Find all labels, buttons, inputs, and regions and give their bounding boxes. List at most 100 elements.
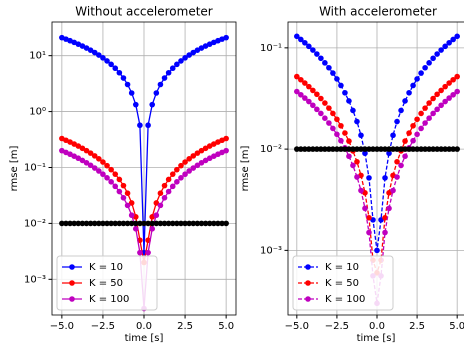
marker — [358, 132, 364, 139]
marker — [169, 171, 176, 177]
chart-title: Without accelerometer — [75, 5, 213, 19]
marker — [318, 55, 324, 62]
marker — [394, 118, 400, 125]
marker — [334, 146, 340, 152]
marker — [116, 69, 123, 76]
marker — [120, 194, 127, 201]
marker — [120, 220, 127, 227]
marker — [145, 249, 151, 256]
marker — [153, 212, 160, 219]
marker — [306, 146, 312, 152]
marker — [112, 65, 119, 72]
marker — [75, 143, 82, 149]
marker — [418, 146, 424, 152]
marker — [374, 146, 380, 152]
marker — [174, 179, 180, 185]
marker — [366, 146, 372, 152]
legend-label: K = 50 — [325, 278, 359, 289]
marker — [310, 87, 316, 94]
x-tick-label: −5.0 — [50, 321, 74, 332]
marker — [418, 70, 424, 76]
marker — [330, 146, 336, 152]
marker — [157, 202, 164, 209]
marker — [362, 146, 368, 152]
marker — [215, 220, 221, 227]
axes-frame — [51, 21, 237, 316]
marker — [174, 220, 180, 227]
marker — [450, 76, 456, 83]
marker — [390, 187, 396, 194]
marker — [294, 73, 300, 80]
marker — [211, 220, 217, 227]
marker — [346, 98, 352, 104]
marker — [326, 146, 332, 152]
marker — [414, 146, 420, 152]
marker — [354, 118, 360, 125]
marker — [342, 130, 348, 136]
marker — [362, 150, 368, 157]
axes-frame — [287, 21, 464, 316]
marker — [178, 162, 184, 169]
marker — [318, 95, 324, 102]
marker — [434, 146, 440, 152]
marker — [194, 162, 201, 169]
marker — [124, 190, 131, 196]
marker — [398, 107, 404, 114]
marker — [186, 156, 192, 162]
marker — [442, 146, 448, 152]
marker — [438, 47, 444, 53]
marker — [100, 55, 106, 61]
marker — [116, 176, 123, 183]
marker — [128, 90, 135, 96]
y-tick-label: 10⁰ — [29, 107, 46, 118]
marker — [182, 171, 188, 178]
marker — [374, 247, 380, 254]
marker — [153, 220, 160, 227]
marker — [426, 146, 432, 152]
marker — [206, 220, 213, 227]
marker — [334, 131, 340, 138]
marker — [318, 146, 324, 152]
x-tick-label: 0.0 — [136, 321, 152, 332]
marker — [128, 200, 135, 206]
legend-label: K = 10 — [89, 262, 123, 273]
marker — [87, 220, 94, 227]
marker — [116, 220, 123, 227]
marker — [190, 49, 197, 56]
marker — [83, 147, 90, 154]
marker — [104, 220, 110, 227]
y-tick-label: 10⁻² — [24, 218, 46, 229]
marker — [358, 146, 364, 152]
marker — [446, 95, 452, 101]
marker — [422, 120, 428, 126]
marker — [442, 98, 448, 105]
marker — [75, 155, 82, 162]
x-tick-label: −2.5 — [91, 321, 115, 332]
marker — [149, 220, 156, 227]
marker — [112, 171, 119, 177]
marker — [446, 146, 452, 152]
marker — [149, 226, 156, 232]
x-tick-label: −2.5 — [325, 321, 349, 332]
x-axis-label: time [s] — [125, 333, 164, 344]
marker — [326, 105, 332, 111]
marker — [63, 220, 69, 227]
marker — [442, 83, 448, 90]
marker — [91, 153, 98, 159]
marker — [91, 49, 98, 56]
marker — [87, 47, 94, 53]
marker — [434, 106, 440, 113]
marker — [294, 88, 300, 95]
marker — [434, 51, 440, 57]
marker — [223, 34, 229, 41]
marker — [186, 52, 192, 58]
marker — [418, 110, 424, 117]
marker — [394, 146, 400, 152]
marker — [161, 182, 168, 189]
marker — [198, 220, 205, 227]
y-tick-label: 10⁻³ — [24, 274, 46, 285]
marker — [124, 202, 131, 209]
marker — [174, 166, 180, 173]
marker — [366, 229, 372, 236]
